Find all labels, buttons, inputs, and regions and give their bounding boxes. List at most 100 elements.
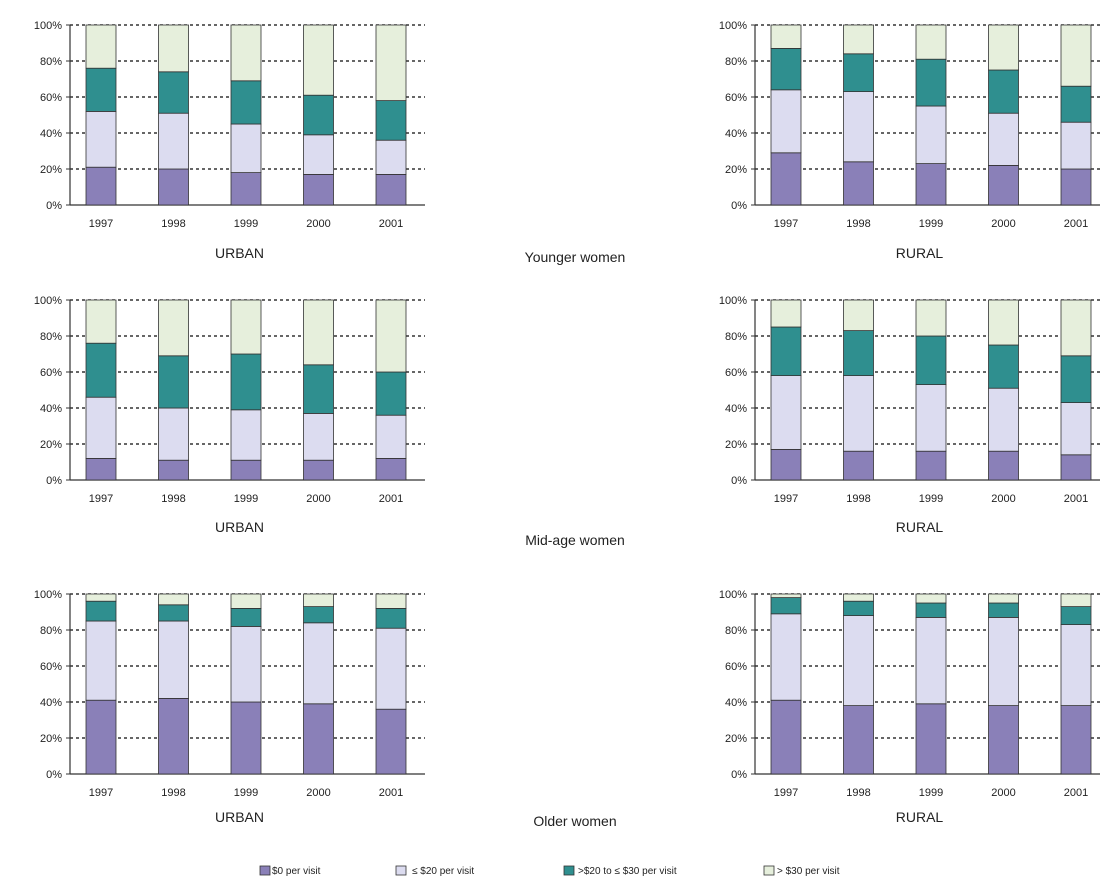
- legend-label-zero: $0 per visit: [272, 866, 321, 877]
- x-tick-label: 2001: [379, 493, 403, 505]
- bar-segment: [303, 364, 334, 414]
- bar-segment: [158, 24, 189, 73]
- x-tick-label: 2001: [1064, 787, 1088, 799]
- bar-segment: [915, 105, 947, 164]
- bar-segment: [85, 620, 117, 701]
- y-tick-label: 100%: [34, 20, 62, 32]
- bar-segment: [770, 613, 802, 701]
- bar-segment: [770, 593, 802, 598]
- x-tick-label: 1998: [846, 218, 870, 230]
- x-tick-label: 1999: [919, 218, 943, 230]
- legend-swatch-zero: [259, 865, 271, 876]
- y-tick-label: 20%: [725, 733, 747, 745]
- y-tick-label: 100%: [719, 589, 747, 601]
- x-tick-label: 1999: [919, 493, 943, 505]
- bar-segment: [230, 701, 262, 775]
- legend-swatch-over30: [763, 865, 775, 876]
- bar-segment: [85, 342, 117, 398]
- bar-segment: [303, 134, 334, 175]
- y-tick-label: 80%: [40, 625, 62, 637]
- bar-segment: [85, 699, 117, 775]
- legend-label-over30: > $30 per visit: [777, 866, 840, 877]
- bar-segment: [843, 330, 874, 377]
- bar-segment: [988, 112, 1019, 166]
- x-tick-label: 1999: [234, 787, 258, 799]
- panel-1-1: 0% 20% 40% 60% 80% 100% 1997 1998 1999 2000 2001 RU…: [719, 295, 1100, 535]
- y-tick-label: 60%: [40, 367, 62, 379]
- bar-segment: [303, 459, 334, 481]
- bar-segment: [158, 407, 189, 461]
- bar-segment: [988, 705, 1019, 775]
- y-tick-label: 0%: [46, 200, 62, 212]
- y-tick-label: 0%: [46, 475, 62, 487]
- y-tick-label: 60%: [725, 367, 747, 379]
- y-tick-label: 20%: [40, 733, 62, 745]
- bar-segment: [843, 53, 874, 92]
- legend-item-over30: > $30 per visit: [763, 865, 840, 877]
- x-tick-label: 1997: [89, 218, 113, 230]
- bar-segment: [375, 139, 407, 175]
- bar-segment: [158, 112, 189, 170]
- bar-segment: [303, 299, 334, 366]
- x-tick-label: 2000: [306, 787, 330, 799]
- bar-segment: [303, 412, 334, 461]
- y-tick-label: 40%: [40, 403, 62, 415]
- bar-segment: [375, 299, 407, 373]
- bar-segment: [770, 299, 802, 328]
- y-tick-label: 80%: [725, 625, 747, 637]
- legend-item-20to30: >$20 to ≤ $30 per visit: [563, 865, 677, 877]
- bar-segment: [230, 24, 262, 82]
- bar-segment: [158, 168, 189, 206]
- panel-title: RURAL: [896, 809, 944, 825]
- x-tick-label: 2000: [306, 493, 330, 505]
- y-tick-label: 20%: [725, 439, 747, 451]
- x-tick-label: 2000: [991, 787, 1015, 799]
- y-tick-label: 0%: [731, 769, 747, 781]
- bar-segment: [303, 703, 334, 775]
- x-tick-label: 1998: [846, 787, 870, 799]
- y-tick-label: 40%: [40, 128, 62, 140]
- y-tick-label: 60%: [725, 92, 747, 104]
- bar-segment: [915, 450, 947, 481]
- bar-segment: [85, 396, 117, 459]
- bar-segment: [915, 703, 947, 775]
- panel-title: URBAN: [215, 809, 264, 825]
- bar-segment: [915, 24, 947, 60]
- bar-segment: [375, 371, 407, 416]
- row-title-younger: Younger women: [525, 249, 626, 265]
- panel-title: URBAN: [215, 245, 264, 261]
- bar-segment: [843, 91, 874, 163]
- bar-segment: [375, 457, 407, 481]
- bar-segment: [915, 602, 947, 618]
- x-tick-label: 1998: [161, 493, 185, 505]
- bar-segment: [843, 161, 874, 206]
- panel-0-1: 0% 20% 40% 60% 80% 100% 1997 1998 1999 2000 2001 RU…: [719, 20, 1100, 261]
- bar-segment: [158, 71, 189, 114]
- bar-segment: [770, 699, 802, 775]
- bar-segment: [770, 448, 802, 481]
- bar-segment: [375, 100, 407, 141]
- bar-segment: [915, 163, 947, 206]
- bar-segment: [770, 24, 802, 49]
- panel-title: URBAN: [215, 519, 264, 535]
- y-tick-label: 60%: [40, 92, 62, 104]
- bar-segment: [770, 48, 802, 91]
- legend-item-le20: ≤ $20 per visit: [395, 865, 474, 877]
- bar-segment: [1060, 402, 1092, 456]
- bar-segment: [1060, 355, 1092, 403]
- panel-title: RURAL: [896, 245, 944, 261]
- bar-segment: [303, 173, 334, 206]
- bar-segment: [85, 299, 117, 344]
- y-tick-label: 20%: [725, 164, 747, 176]
- x-tick-label: 1999: [919, 787, 943, 799]
- x-tick-label: 1998: [161, 787, 185, 799]
- bar-segment: [158, 620, 189, 699]
- bar-segment: [843, 24, 874, 55]
- panel-1-0: 0% 20% 40% 60% 80% 100% 1997 1998 1999 2000 2001 UR…: [34, 295, 425, 535]
- y-tick-label: 20%: [40, 439, 62, 451]
- bar-segment: [988, 344, 1019, 389]
- row-title-older: Older women: [533, 813, 616, 829]
- bar-segment: [375, 608, 407, 629]
- legend-item-zero: $0 per visit: [259, 865, 321, 877]
